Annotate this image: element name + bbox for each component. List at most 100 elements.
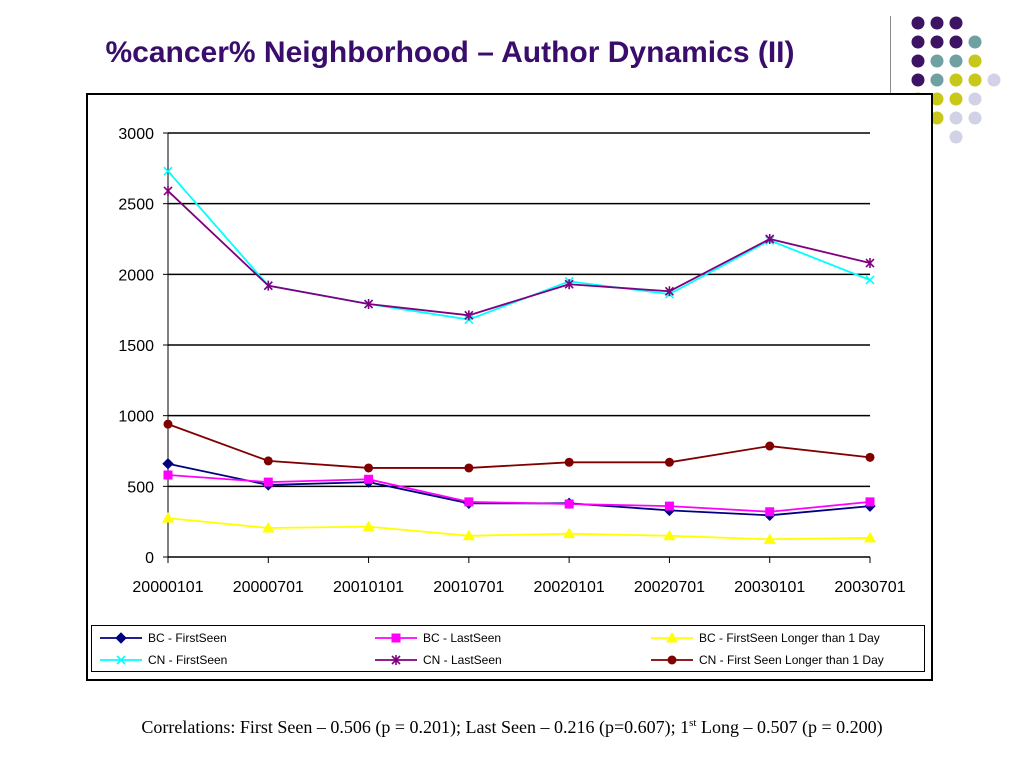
legend-item: BC - FirstSeen: [98, 628, 227, 648]
legend-label: CN - LastSeen: [423, 653, 502, 667]
legend-label: CN - First Seen Longer than 1 Day: [699, 653, 884, 667]
legend-item: BC - FirstSeen Longer than 1 Day: [649, 628, 880, 648]
series-line: [167, 170, 871, 321]
legend-marker: [116, 655, 126, 665]
decorative-dot: [949, 54, 963, 68]
data-point: [364, 474, 374, 484]
data-point: [262, 522, 275, 533]
data-point: [763, 533, 776, 544]
x-tick-label: 20030701: [834, 579, 905, 596]
data-point: [462, 529, 475, 541]
legend-label: CN - FirstSeen: [148, 653, 228, 667]
legend-marker: [391, 633, 401, 643]
y-tick-label: 2500: [118, 197, 154, 214]
series-line: [167, 462, 871, 517]
line-chart: 0 500 1000 1500 2000 2500 3000 20000101 20000701…: [118, 126, 905, 596]
legend-swatch: [651, 632, 693, 643]
x-tick-label: 20030101: [734, 579, 805, 596]
data-point: [765, 234, 775, 244]
data-point: [563, 527, 576, 539]
data-point: [664, 501, 674, 511]
decorative-dot: [911, 35, 925, 49]
footnote-superscript: st: [689, 717, 697, 729]
data-point: [163, 166, 173, 176]
data-point: [162, 512, 174, 523]
x-tick-label: 20010701: [433, 579, 504, 596]
data-point: [263, 477, 273, 487]
series-line: [167, 423, 871, 469]
legend-label: BC - FirstSeen Longer than 1 Day: [699, 631, 880, 645]
decorative-dot-grid: [911, 16, 1001, 144]
series-line: [167, 517, 871, 541]
series-line: [167, 474, 871, 513]
x-tick-label: 20000701: [233, 579, 304, 596]
series-group: [163, 470, 875, 517]
legend-marker: [666, 632, 678, 643]
data-point: [765, 441, 775, 451]
decorative-dot: [930, 35, 944, 49]
series-group: [163, 185, 875, 321]
y-tick-label: 3000: [118, 126, 154, 143]
data-point: [663, 529, 676, 541]
decorative-dot: [949, 16, 963, 30]
data-point: [664, 286, 674, 297]
data-point: [865, 275, 875, 285]
decorative-dot: [968, 73, 982, 87]
data-point: [564, 457, 574, 467]
legend-item: BC - LastSeen: [373, 628, 501, 648]
decorative-dot: [930, 73, 944, 87]
legend-marker: [391, 655, 401, 665]
data-point: [765, 507, 775, 517]
footnote-text-end: Long – 0.507 (p = 0.200): [696, 717, 883, 737]
data-point: [163, 470, 173, 480]
y-tick-label: 1500: [118, 338, 154, 355]
slide-title: %cancer% Neighborhood – Author Dynamics …: [105, 36, 795, 69]
x-tick-label: 20000101: [132, 579, 203, 596]
legend-swatch: [375, 633, 417, 643]
legend-item: CN - LastSeen: [373, 650, 502, 670]
decorative-dot: [968, 111, 982, 125]
footnote-text-start: Correlations: First Seen – 0.506 (p = 0.…: [141, 717, 690, 737]
legend-item: CN - FirstSeen: [98, 650, 227, 670]
data-point: [362, 520, 375, 532]
y-tick-label: 500: [127, 479, 154, 496]
data-point: [364, 463, 374, 473]
decorative-dot: [987, 73, 1001, 87]
decorative-dot: [911, 73, 925, 87]
x-tick-label: 20020101: [534, 579, 605, 596]
series-group: [163, 419, 875, 473]
chart-frame: 0 500 1000 1500 2000 2500 3000 20000101 20000701…: [86, 93, 933, 681]
x-tick-label: 20020701: [634, 579, 705, 596]
legend-label: BC - LastSeen: [423, 631, 502, 645]
legend-marker: [115, 632, 127, 644]
chart-legend: BC - FirstSeen BC - LastSeen BC - FirstSee…: [91, 625, 925, 672]
title-divider: [890, 16, 891, 94]
decorative-dot: [968, 35, 982, 49]
decorative-dot: [911, 16, 925, 30]
y-tick-label: 0: [145, 550, 154, 567]
decorative-dot: [930, 16, 944, 30]
decorative-dot: [930, 111, 944, 125]
legend-item: CN - First Seen Longer than 1 Day: [649, 650, 884, 670]
data-point: [464, 463, 474, 473]
series-line: [167, 190, 871, 317]
data-point: [564, 279, 574, 290]
decorative-dot: [930, 92, 944, 106]
decorative-dot: [968, 92, 982, 106]
data-point: [162, 458, 174, 470]
series-group: [162, 512, 876, 544]
data-point: [163, 419, 173, 429]
y-tick-label: 1000: [118, 409, 154, 426]
correlations-footnote: Correlations: First Seen – 0.506 (p = 0.…: [0, 717, 1024, 738]
data-point: [664, 457, 674, 467]
data-point: [364, 299, 374, 310]
x-tick-label: 20010101: [333, 579, 404, 596]
data-point: [263, 456, 273, 466]
legend-swatch: [100, 632, 142, 644]
y-tick-label: 2000: [118, 267, 154, 284]
data-point: [864, 531, 876, 543]
decorative-dot: [949, 92, 963, 106]
legend-swatch: [651, 655, 693, 665]
data-point: [865, 497, 875, 507]
legend-swatch: [100, 655, 142, 665]
